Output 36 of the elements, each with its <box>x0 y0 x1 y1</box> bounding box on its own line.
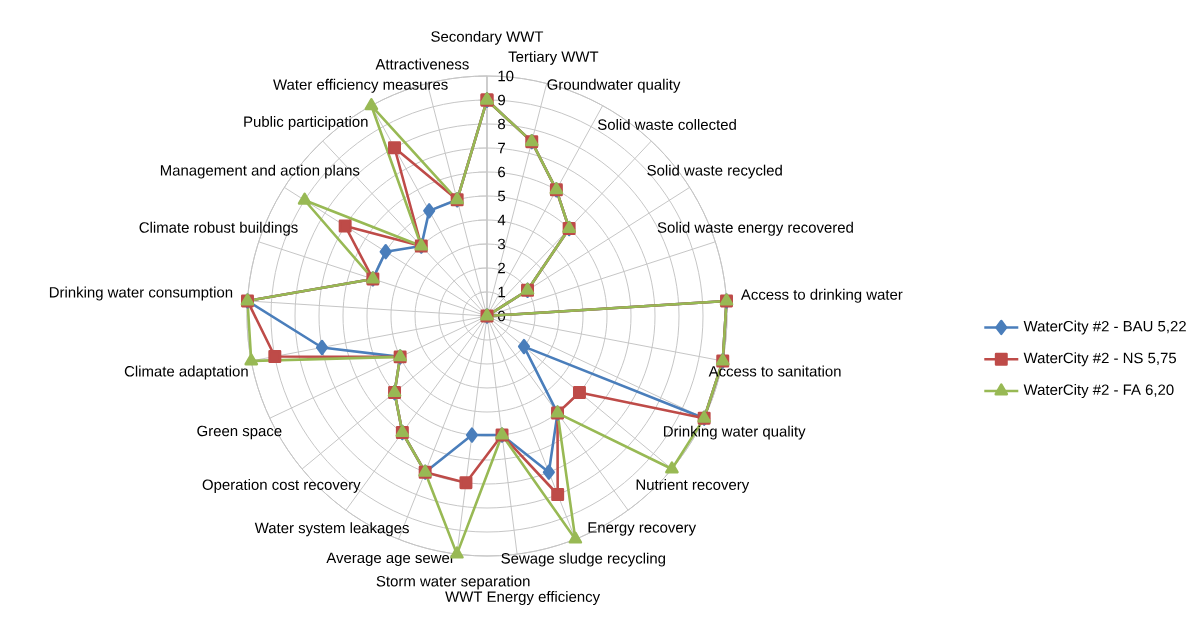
legend-label: WaterCity #2 - NS 5,75 <box>1023 352 1177 367</box>
y-tick-label: 7 <box>498 142 505 154</box>
spoke-label: Access to drinking water <box>740 288 903 303</box>
spoke-label: Management and action plans <box>160 164 360 179</box>
spoke-label: Climate robust buildings <box>139 221 298 236</box>
spoke-label: Climate adaptation <box>124 365 248 380</box>
spoke-label: Nutrient recovery <box>636 479 750 493</box>
spoke-label: Water system leakages <box>254 522 409 537</box>
y-tick-label: 3 <box>497 238 506 250</box>
spoke-label: Energy recovery <box>588 522 697 536</box>
y-tick-label: 1 <box>498 286 505 298</box>
spoke-label: Groundwater quality <box>547 78 681 93</box>
spoke-label: Green space <box>197 425 282 440</box>
spoke-label: Public participation <box>244 116 368 130</box>
legend-label: WaterCity #2 - BAU 5,22 <box>1023 320 1186 335</box>
spoke-label: Sewage sludge recycling <box>501 552 665 567</box>
spoke-label: Attractiveness <box>375 58 469 70</box>
y-tick-label: 9 <box>498 94 505 106</box>
spoke-label: Water efficiency measures <box>273 78 448 93</box>
spoke-label: Operation cost recovery <box>202 479 361 493</box>
y-tick-label: 8 <box>498 118 506 130</box>
y-tick-label: 2 <box>498 262 505 274</box>
y-tick-label: 4 <box>497 214 506 226</box>
spoke-label: Solid waste energy recovered <box>657 221 853 236</box>
legend-label: WaterCity #2 - FA 6,20 <box>1023 384 1174 398</box>
spoke-label: Storm water separation <box>376 575 530 590</box>
spoke-label: Solid waste collected <box>598 118 736 130</box>
y-tick-label: 10 <box>498 70 514 82</box>
y-tick-label: 6 <box>498 166 506 178</box>
spoke-label: Solid waste recycled <box>647 164 782 179</box>
spoke-label: Average age sewer <box>326 552 455 567</box>
spoke-label: Drinking water consumption <box>49 286 233 301</box>
spoke-label: Tertiary WWT <box>508 50 599 65</box>
spoke-label: WWT Energy efficiency <box>445 591 601 605</box>
y-tick-label: 5 <box>497 190 506 202</box>
spoke-label: Secondary WWT <box>431 30 544 45</box>
